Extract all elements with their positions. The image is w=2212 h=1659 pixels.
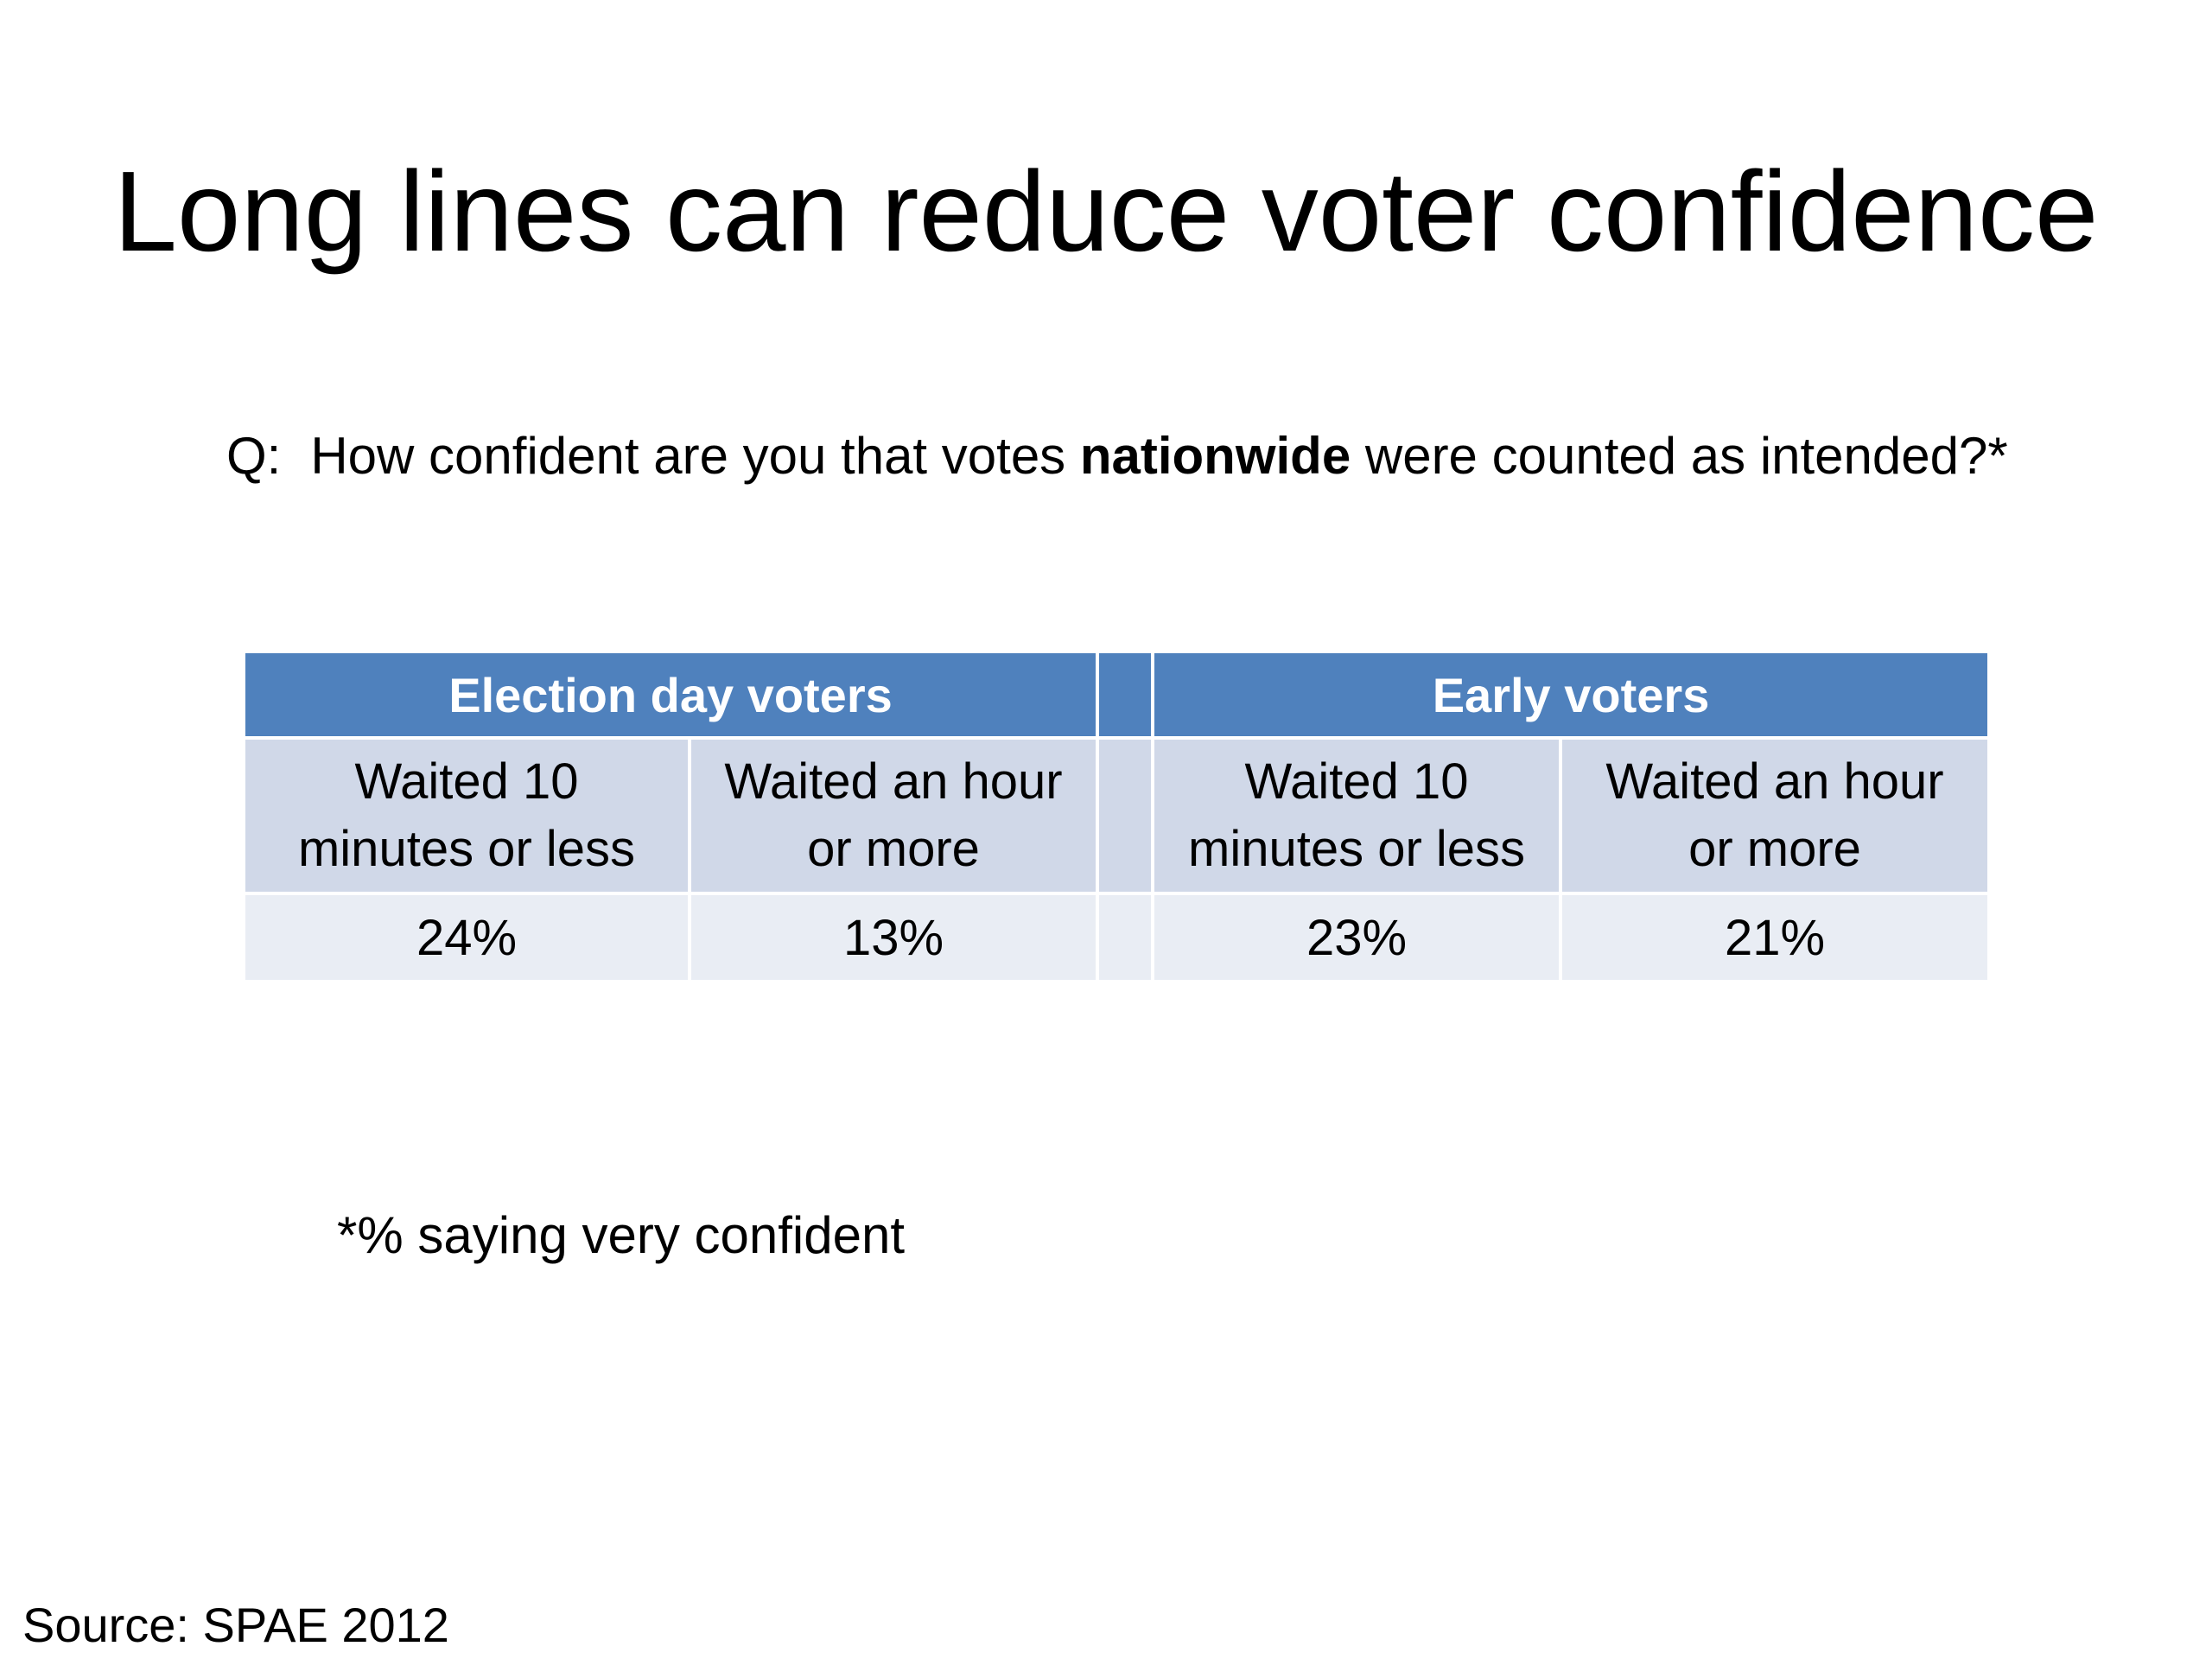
footnote: *% saying very confident: [337, 1206, 906, 1264]
group-header-early: Early voters: [1154, 653, 1988, 736]
value-election-short-wait: 24%: [245, 895, 688, 980]
slide-title: Long lines can reduce voter confidence: [113, 148, 2099, 275]
column-header-election-long-wait: Waited an hour or more: [691, 740, 1096, 892]
value-election-long-wait: 13%: [691, 895, 1096, 980]
table-divider: [1099, 653, 1152, 736]
table-divider: [1099, 895, 1152, 980]
column-header-early-long-wait: Waited an hour or more: [1562, 740, 1988, 892]
question-emphasis: nationwide: [1079, 427, 1351, 485]
column-header-line: Waited an hour: [724, 753, 1063, 810]
table-divider: [1099, 740, 1152, 892]
column-header-line: minutes or less: [297, 821, 636, 877]
table-header-row: Election day voters Early voters: [245, 653, 1988, 736]
table-subheader-row: Waited 10 minutes or less Waited an hour…: [245, 740, 1988, 892]
question-text-before: How confident are you that votes: [310, 427, 1080, 485]
value-early-long-wait: 21%: [1562, 895, 1988, 980]
column-header-line: or more: [1688, 821, 1861, 877]
question-text-after: were counted as intended?*: [1351, 427, 2008, 485]
column-header-early-short-wait: Waited 10 minutes or less: [1154, 740, 1560, 892]
column-header-election-short-wait: Waited 10 minutes or less: [245, 740, 688, 892]
column-header-line: Waited 10: [354, 753, 579, 810]
survey-question: Q: How confident are you that votes natio…: [226, 422, 2127, 491]
column-header-line: minutes or less: [1188, 821, 1526, 877]
group-header-election-day: Election day voters: [245, 653, 1096, 736]
source-citation: Source: SPAE 2012: [22, 1598, 449, 1652]
column-header-line: or more: [807, 821, 980, 877]
question-prefix: Q:: [226, 427, 282, 485]
value-early-short-wait: 23%: [1154, 895, 1560, 980]
confidence-table: Election day voters Early voters Waited …: [242, 650, 1991, 983]
table-row: 24% 13% 23% 21%: [245, 895, 1988, 980]
column-header-line: Waited an hour: [1605, 753, 1944, 810]
column-header-line: Waited 10: [1244, 753, 1469, 810]
